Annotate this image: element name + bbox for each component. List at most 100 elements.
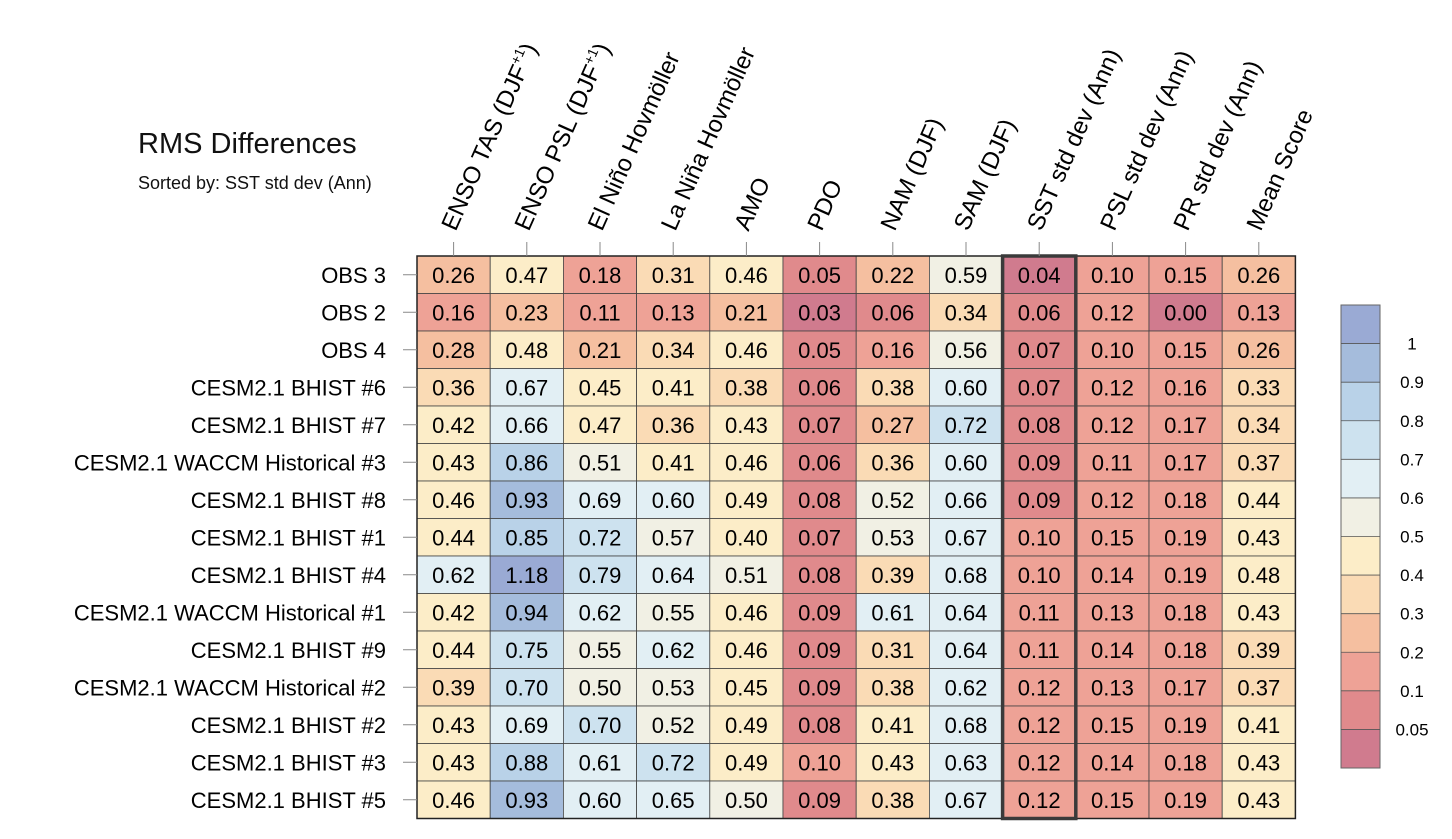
heatmap-cell	[416, 518, 491, 557]
heatmap-cell	[855, 593, 930, 632]
cell-value: 0.07	[1018, 375, 1061, 400]
cell-value: 0.43	[1237, 525, 1280, 550]
cell-value: 0.06	[871, 300, 914, 325]
cell-value: 0.65	[652, 788, 695, 813]
heatmap-cell	[929, 705, 1004, 744]
cell-value: 0.33	[1237, 375, 1280, 400]
cell-value: 0.19	[1164, 525, 1207, 550]
heatmap-cell	[489, 555, 564, 594]
heatmap-cell	[489, 705, 564, 744]
heatmap-cell	[563, 368, 638, 407]
heatmap-cell	[489, 668, 564, 707]
cell-value: 0.06	[798, 375, 841, 400]
cell-value: 0.16	[871, 338, 914, 363]
cell-value: 0.94	[505, 600, 548, 625]
heatmap-cell	[1075, 668, 1150, 707]
cell-value: 0.47	[505, 263, 548, 288]
cell-value: 0.55	[652, 600, 695, 625]
cell-value: 0.17	[1164, 413, 1207, 438]
heatmap-cell	[1075, 480, 1150, 519]
colorbar-segment	[1341, 690, 1380, 730]
cell-value: 0.61	[579, 750, 622, 775]
heatmap-cell	[636, 780, 711, 819]
heatmap-cell	[1148, 293, 1223, 332]
cell-value: 0.08	[798, 713, 841, 738]
heatmap-cell	[1148, 593, 1223, 632]
heatmap-cell	[563, 630, 638, 669]
cell-value: 0.67	[505, 375, 548, 400]
heatmap-cell	[416, 630, 491, 669]
row-label: CESM2.1 BHIST #1	[191, 525, 386, 550]
heatmap-cell	[636, 705, 711, 744]
cell-value: 0.67	[945, 788, 988, 813]
cell-value: 0.53	[871, 525, 914, 550]
cell-value: 0.62	[579, 600, 622, 625]
cell-value: 0.41	[871, 713, 914, 738]
cell-value: 0.18	[1164, 638, 1207, 663]
cell-value: 0.66	[505, 413, 548, 438]
heatmap-cell	[416, 443, 491, 482]
cell-value: 0.38	[725, 375, 768, 400]
cell-value: 0.38	[871, 788, 914, 813]
heatmap-cell	[636, 443, 711, 482]
cell-value: 0.14	[1091, 638, 1134, 663]
column-label: Mean Score	[1242, 105, 1319, 234]
cell-value: 0.14	[1091, 750, 1134, 775]
column-labels: ENSO TAS (DJF+1)ENSO PSL (DJF+1)El Niño …	[436, 39, 1319, 256]
heatmap-cell	[1221, 255, 1296, 294]
colorbar-segment	[1341, 536, 1380, 576]
cell-value: 0.18	[1164, 750, 1207, 775]
heatmap-cell	[855, 630, 930, 669]
cell-value: 0.21	[579, 338, 622, 363]
row-label: OBS 4	[321, 338, 386, 363]
cell-value: 0.57	[652, 525, 695, 550]
cell-value: 0.12	[1018, 788, 1061, 813]
cell-value: 0.50	[725, 788, 768, 813]
cell-value: 0.43	[1237, 600, 1280, 625]
heatmap-cell	[782, 443, 857, 482]
heatmap-cell	[1075, 780, 1150, 819]
cell-value: 0.05	[798, 263, 841, 288]
row-label: CESM2.1 BHIST #9	[191, 638, 386, 663]
colorbar-legend: 0.05 0.1 0.2 0.3 0.4 0.5 0.6 0.7 0.8 0.9 1	[1340, 304, 1429, 769]
cell-value: 0.10	[798, 750, 841, 775]
heatmap-cell	[709, 780, 784, 819]
heatmap-cell	[1002, 780, 1077, 819]
cell-value: 0.13	[1237, 300, 1280, 325]
colorbar-tick-label: 0.1	[1400, 682, 1424, 701]
cell-value: 0.46	[725, 600, 768, 625]
colorbar-tick-label: 0.2	[1400, 643, 1424, 662]
cell-value: 0.41	[1237, 713, 1280, 738]
cell-value: 0.17	[1164, 450, 1207, 475]
heatmap-cell	[636, 555, 711, 594]
heatmap-cell	[1148, 368, 1223, 407]
colorbar-segment	[1341, 497, 1380, 537]
cell-value: 0.17	[1164, 675, 1207, 700]
cell-value: 0.72	[945, 413, 988, 438]
colorbar-tick-label: 0.9	[1400, 373, 1424, 392]
heatmap-cell	[1221, 630, 1296, 669]
cell-value: 0.38	[871, 675, 914, 700]
cell-value: 0.49	[725, 488, 768, 513]
cell-value: 0.39	[871, 563, 914, 588]
cell-value: 0.75	[505, 638, 548, 663]
cell-value: 0.09	[1018, 450, 1061, 475]
row-label: CESM2.1 BHIST #5	[191, 788, 386, 813]
heatmap-cell	[1148, 705, 1223, 744]
heatmap-cell	[709, 518, 784, 557]
heatmap-cell	[855, 443, 930, 482]
heatmap-cell	[1075, 705, 1150, 744]
cell-value: 0.15	[1091, 525, 1134, 550]
colorbar-segment	[1341, 382, 1380, 421]
colorbar-tick-label: 0.05	[1395, 720, 1428, 739]
cell-value: 0.13	[1091, 600, 1134, 625]
cell-value: 0.18	[1164, 600, 1207, 625]
row-labels: OBS 3 OBS 2 OBS 4 CESM2.1 BHIST #6 CESM2.1 B…	[74, 263, 417, 813]
heatmap-cell	[636, 518, 711, 557]
cell-value: 0.72	[652, 750, 695, 775]
cell-value: 0.46	[725, 338, 768, 363]
cell-value: 0.64	[945, 600, 988, 625]
cell-value: 0.05	[798, 338, 841, 363]
heatmap-cell	[782, 255, 857, 294]
